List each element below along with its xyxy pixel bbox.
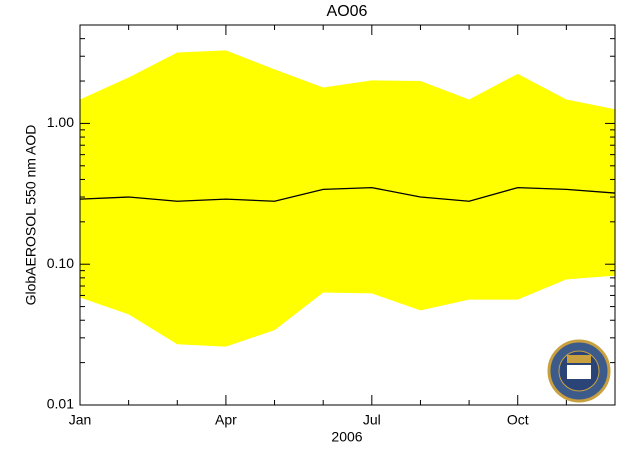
plot-frame [79,24,616,406]
chart-title: AO06 [327,3,368,20]
y-tick-label: 0.10 [47,255,74,271]
x-tick-label: Jan [69,412,92,428]
x-tick-label: Jul [363,412,381,428]
x-axis-title: 2006 [331,429,362,445]
plot-area: 0.01 0.10 1.00 Jan Apr Jul Oct [47,24,616,428]
band [80,50,615,347]
mean-line [79,186,616,202]
x-tick-label: Apr [215,412,237,428]
university-crest [547,339,611,403]
y-axis-title: GlobAEROSOL 550 nm AOD [23,125,39,306]
y-tick-label: 0.01 [47,396,74,412]
y-tick-label: 1.00 [47,114,74,130]
x-tick-label: Oct [507,412,529,428]
